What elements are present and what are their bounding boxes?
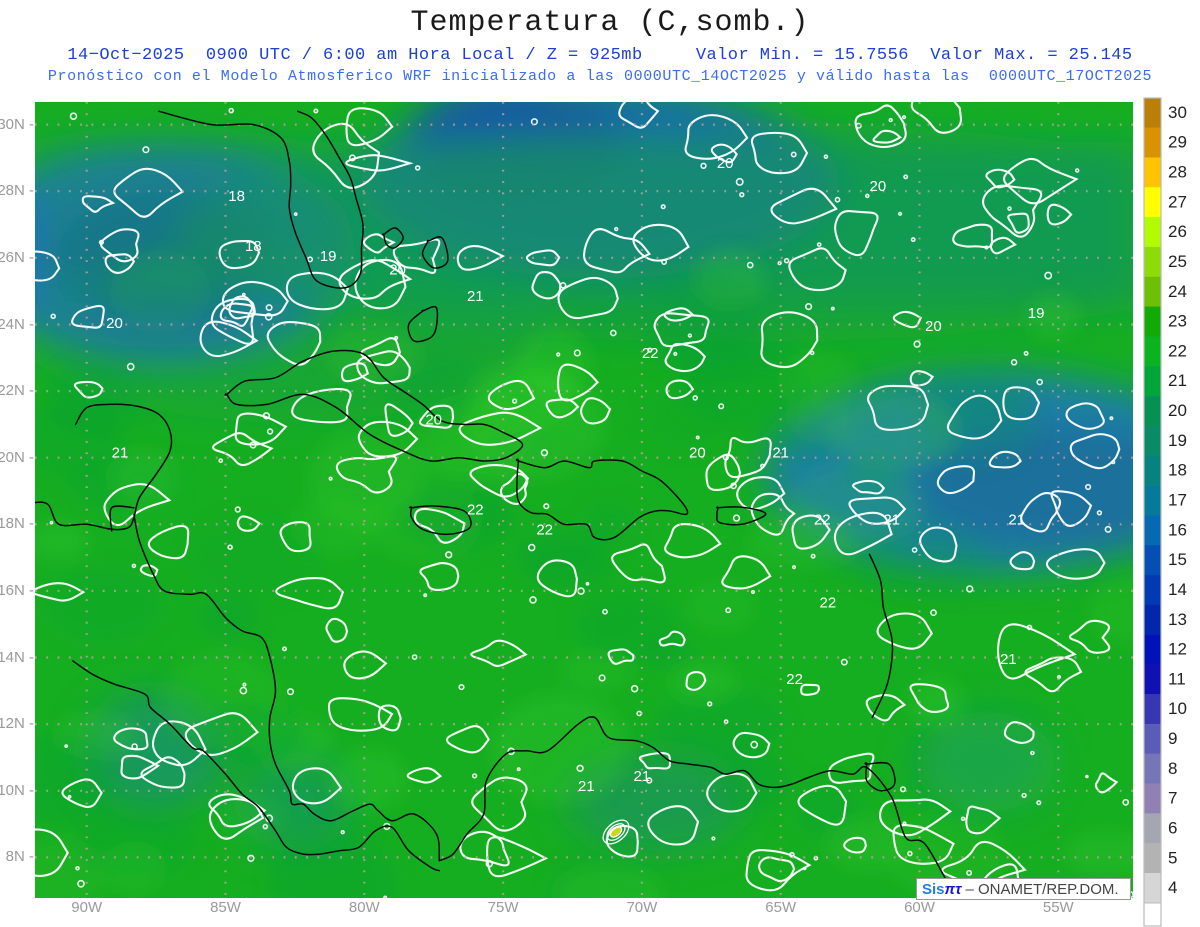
svg-text:19: 19 <box>1168 431 1187 450</box>
svg-text:27: 27 <box>1168 192 1187 211</box>
svg-text:8: 8 <box>1168 759 1177 778</box>
svg-text:13: 13 <box>1168 610 1187 629</box>
svg-text:18: 18 <box>1168 461 1187 480</box>
svg-text:17: 17 <box>1168 491 1187 510</box>
svg-text:25: 25 <box>1168 252 1187 271</box>
svg-text:15: 15 <box>1168 550 1187 569</box>
svg-text:9: 9 <box>1168 729 1177 748</box>
svg-text:22: 22 <box>1168 341 1187 360</box>
svg-text:16: 16 <box>1168 520 1187 539</box>
svg-text:12: 12 <box>1168 640 1187 659</box>
svg-text:14: 14 <box>1168 580 1187 599</box>
svg-text:30: 30 <box>1168 103 1187 122</box>
svg-text:21: 21 <box>1168 371 1187 390</box>
svg-text:11: 11 <box>1168 669 1186 688</box>
svg-text:28: 28 <box>1168 163 1187 182</box>
svg-text:26: 26 <box>1168 222 1187 241</box>
svg-text:4: 4 <box>1168 878 1177 897</box>
svg-text:23: 23 <box>1168 312 1187 331</box>
svg-text:7: 7 <box>1168 789 1177 808</box>
svg-text:5: 5 <box>1168 848 1177 867</box>
svg-text:29: 29 <box>1168 133 1187 152</box>
svg-text:10: 10 <box>1168 699 1187 718</box>
svg-text:6: 6 <box>1168 818 1177 837</box>
svg-text:20: 20 <box>1168 401 1187 420</box>
svg-text:24: 24 <box>1168 282 1187 301</box>
